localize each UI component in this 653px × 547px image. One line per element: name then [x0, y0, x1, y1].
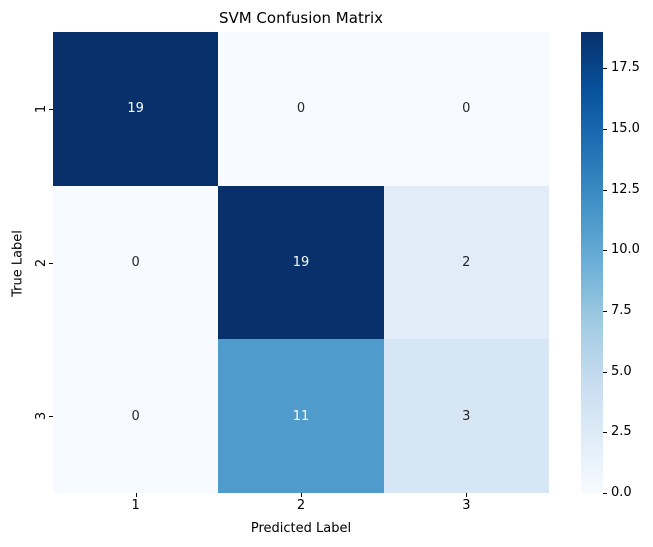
heatmap-cell-r2-c2: 19	[218, 185, 384, 340]
colorbar-tick-label-4: 7.5	[611, 303, 632, 319]
y-tick-mark-1	[49, 108, 53, 110]
heatmap-cell-r3-c2: 11	[218, 339, 384, 493]
x-tick-mark-2	[301, 493, 302, 497]
colorbar-tick-label-1: 0.0	[611, 485, 632, 500]
colorbar-tick-mark-8	[603, 68, 607, 70]
heatmap-cell-r2-c3: 2	[383, 185, 549, 340]
heatmap-cell-r2-c1: 0	[53, 185, 219, 340]
colorbar-tick-label-2: 2.5	[611, 424, 632, 440]
x-tick-mark-3	[466, 493, 468, 497]
chart-title: SVM Confusion Matrix	[218, 9, 384, 27]
colorbar-tick-mark-1	[603, 493, 607, 494]
y-axis-label: True Label	[10, 230, 26, 297]
colorbar-tick-mark-6	[603, 189, 607, 191]
heatmap-cell-r1-c1: 19	[53, 32, 219, 186]
heatmap-cell-r1-c3: 0	[383, 32, 549, 186]
colorbar-tick-mark-7	[603, 129, 607, 131]
colorbar-tick-label-7: 15.0	[611, 121, 640, 137]
colorbar-tick-label-8: 17.5	[611, 60, 640, 76]
y-tick-label-3: 3	[34, 412, 49, 421]
heatmap: 19 0 0 0 19 2 0 11 3	[53, 32, 549, 493]
x-tick-label-3: 3	[462, 498, 471, 513]
x-tick-label-1: 1	[131, 498, 140, 513]
colorbar-tick-label-5: 10.0	[611, 242, 640, 258]
colorbar-tick-label-3: 5.0	[611, 363, 632, 379]
colorbar	[581, 32, 603, 493]
colorbar-tick-mark-5	[603, 250, 607, 252]
heatmap-cell-r3-c1: 0	[53, 339, 219, 493]
heatmap-cell-r3-c3: 3	[383, 339, 549, 493]
x-tick-mark-1	[135, 493, 137, 497]
x-axis-label: Predicted Label	[250, 521, 352, 536]
colorbar-tick-mark-4	[603, 311, 607, 313]
colorbar-tick-mark-3	[603, 371, 607, 373]
y-tick-mark-2	[49, 262, 53, 264]
y-tick-label-2: 2	[34, 258, 49, 267]
x-tick-label-2: 2	[296, 498, 306, 513]
colorbar-tick-label-6: 12.5	[611, 181, 640, 197]
heatmap-cell-r1-c2: 0	[218, 32, 384, 186]
y-tick-label-1: 1	[34, 104, 49, 113]
colorbar-tick-mark-2	[603, 432, 607, 434]
y-tick-mark-3	[49, 416, 53, 418]
